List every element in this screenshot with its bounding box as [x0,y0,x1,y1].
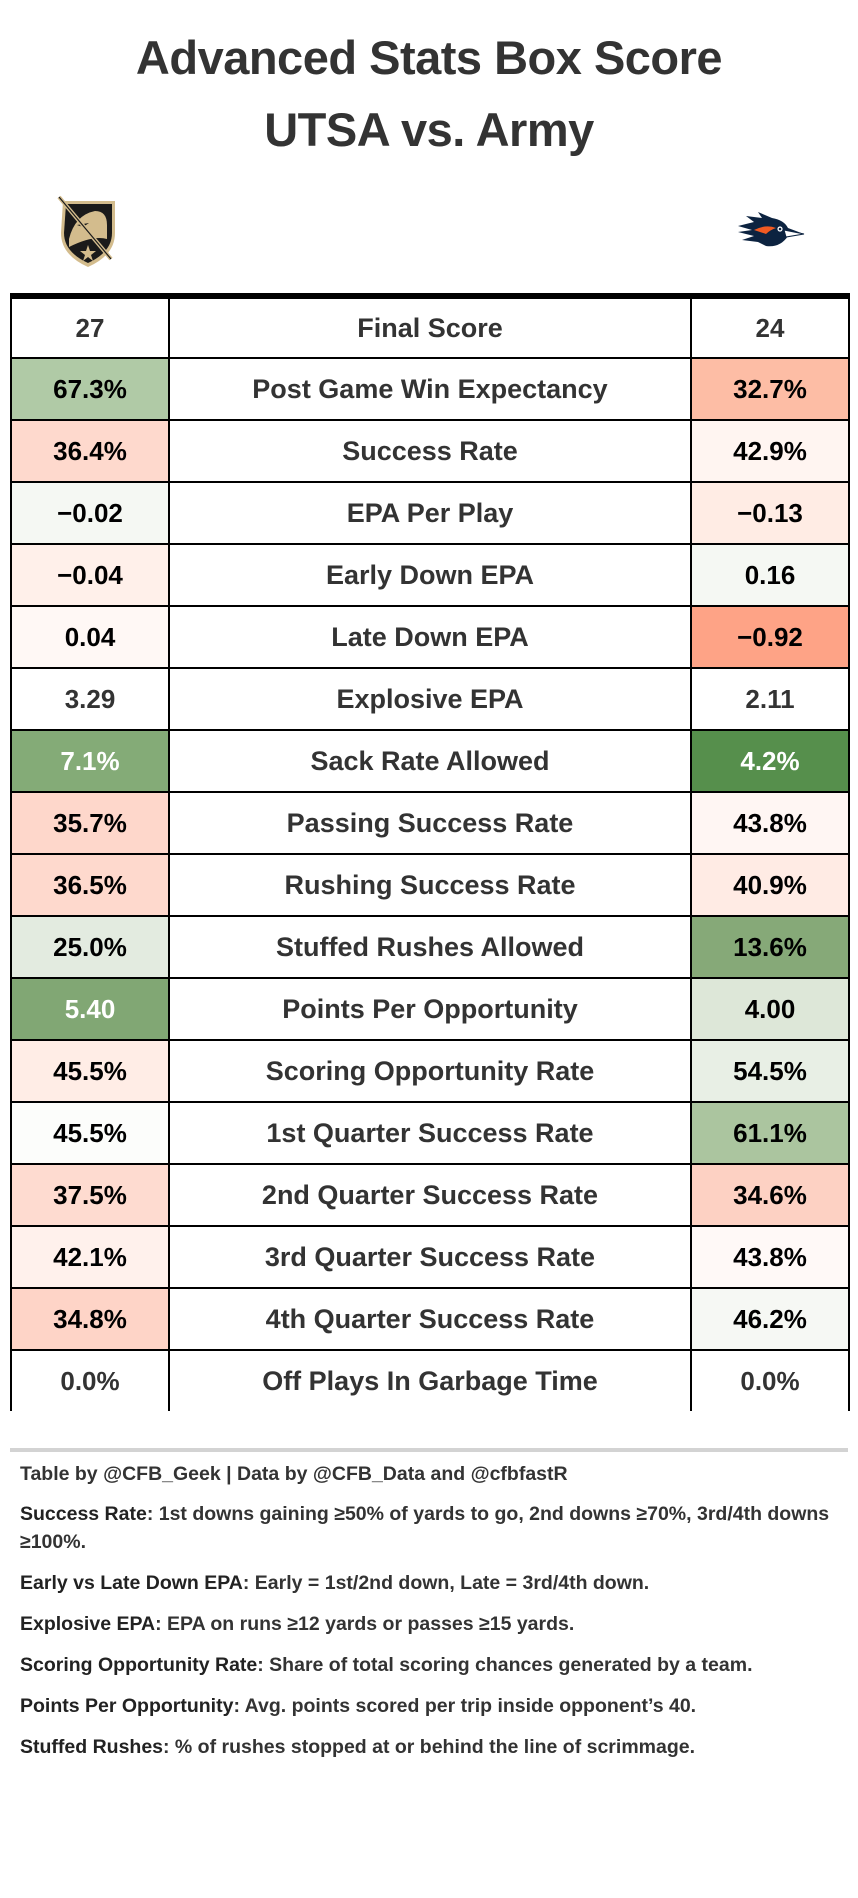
utsa-value-cell: 4.2% [690,729,850,793]
definition-note: Stuffed Rushes: % of rushes stopped at o… [20,1733,840,1761]
army-value-cell: −0.02 [10,481,170,545]
metric-label: Explosive EPA [168,667,692,731]
page-title: Advanced Stats Box Score [135,31,723,84]
table-row: 45.5% Scoring Opportunity Rate 54.5% [10,1039,850,1103]
utsa-value-cell: 2.11 [690,667,850,731]
table-row: −0.02 EPA Per Play −0.13 [10,481,850,545]
metric-label: 3rd Quarter Success Rate [168,1225,692,1289]
definition-note: Explosive EPA: EPA on runs ≥12 yards or … [20,1610,840,1638]
definition-text: : Share of total scoring chances generat… [257,1654,753,1676]
table-row: 25.0% Stuffed Rushes Allowed 13.6% [10,915,850,979]
army-value-cell: 45.5% [10,1039,170,1103]
table-row: 0.04 Late Down EPA −0.92 [10,605,850,669]
metric-label: Sack Rate Allowed [168,729,692,793]
army-logo-icon [57,195,115,267]
definition-term: Success Rate [20,1503,147,1525]
army-value-cell: 0.04 [10,605,170,669]
definition-note: Success Rate: 1st downs gaining ≥50% of … [20,1500,840,1556]
table-row: 3.29 Explosive EPA 2.11 [10,667,850,731]
army-value-cell: 0.0% [10,1349,170,1411]
stats-table: 27 Final Score 24 67.3% Post Game Win Expect… [10,293,850,1411]
metric-label: Off Plays In Garbage Time [168,1349,692,1411]
utsa-value-cell: 24 [690,296,850,359]
army-value-cell: 37.5% [10,1163,170,1227]
table-row: 42.1% 3rd Quarter Success Rate 43.8% [10,1225,850,1289]
table-row: 67.3% Post Game Win Expectancy 32.7% [10,357,850,421]
definition-text: : 1st downs gaining ≥50% of yards to go,… [20,1503,830,1553]
table-header-row: 27 Final Score 24 [10,296,850,359]
definition-text: : % of rushes stopped at or behind the l… [163,1736,696,1758]
metric-label: Rushing Success Rate [168,853,692,917]
definition-term: Early vs Late Down EPA [20,1572,243,1594]
definition-term: Explosive EPA [20,1613,156,1635]
metric-label: Early Down EPA [168,543,692,607]
metric-label: 2nd Quarter Success Rate [168,1163,692,1227]
utsa-value-cell: −0.13 [690,481,850,545]
utsa-value-cell: 4.00 [690,977,850,1041]
utsa-value-cell: 0.16 [690,543,850,607]
table-row: 7.1% Sack Rate Allowed 4.2% [10,729,850,793]
metric-label: Stuffed Rushes Allowed [168,915,692,979]
table-row: −0.04 Early Down EPA 0.16 [10,543,850,607]
definition-text: : Avg. points scored per trip inside opp… [233,1695,697,1717]
utsa-value-cell: 13.6% [690,915,850,979]
army-value-cell: 35.7% [10,791,170,855]
army-value-cell: 27 [10,296,170,359]
utsa-value-cell: 32.7% [690,357,850,421]
utsa-value-cell: 34.6% [690,1163,850,1227]
army-value-cell: 3.29 [10,667,170,731]
army-value-cell: 36.5% [10,853,170,917]
matchup-subtitle: UTSA vs. Army [264,103,594,156]
metric-label: Points Per Opportunity [168,977,692,1041]
definition-text: : EPA on runs ≥12 yards or passes ≥15 ya… [155,1613,575,1635]
metric-label: Scoring Opportunity Rate [168,1039,692,1103]
metric-label: Final Score [168,296,692,359]
definition-term: Scoring Opportunity Rate [20,1654,258,1676]
metric-label: Post Game Win Expectancy [168,357,692,421]
table-row: 45.5% 1st Quarter Success Rate 61.1% [10,1101,850,1165]
army-value-cell: 34.8% [10,1287,170,1351]
definition-term: Stuffed Rushes [20,1736,164,1758]
definition-text: : Early = 1st/2nd down, Late = 3rd/4th d… [242,1572,650,1594]
utsa-value-cell: 40.9% [690,853,850,917]
definition-term: Points Per Opportunity [20,1695,234,1717]
army-value-cell: 45.5% [10,1101,170,1165]
metric-label: 1st Quarter Success Rate [168,1101,692,1165]
army-value-cell: 42.1% [10,1225,170,1289]
table-row: 34.8% 4th Quarter Success Rate 46.2% [10,1287,850,1351]
table-row: 0.0% Off Plays In Garbage Time 0.0% [10,1349,850,1411]
utsa-value-cell: 0.0% [690,1349,850,1411]
utsa-value-cell: 43.8% [690,791,850,855]
metric-label: Late Down EPA [168,605,692,669]
metric-label: Passing Success Rate [168,791,692,855]
utsa-value-cell: 46.2% [690,1287,850,1351]
utsa-value-cell: 61.1% [690,1101,850,1165]
army-value-cell: 36.4% [10,419,170,483]
source-credit: Table by @CFB_Geek | Data by @CFB_Data a… [20,1463,568,1485]
table-row: 36.4% Success Rate 42.9% [10,419,850,483]
table-row: 37.5% 2nd Quarter Success Rate 34.6% [10,1163,850,1227]
utsa-value-cell: 54.5% [690,1039,850,1103]
utsa-value-cell: −0.92 [690,605,850,669]
army-value-cell: 25.0% [10,915,170,979]
table-row: 36.5% Rushing Success Rate 40.9% [10,853,850,917]
definition-note: Scoring Opportunity Rate: Share of total… [20,1651,840,1679]
definition-note: Points Per Opportunity: Avg. points scor… [20,1692,840,1720]
army-value-cell: 7.1% [10,729,170,793]
table-row: 35.7% Passing Success Rate 43.8% [10,791,850,855]
army-value-cell: 67.3% [10,357,170,421]
footer-notes: Table by @CFB_Geek | Data by @CFB_Data a… [20,1460,840,1774]
metric-label: Success Rate [168,419,692,483]
utsa-value-cell: 43.8% [690,1225,850,1289]
utsa-value-cell: 42.9% [690,419,850,483]
table-bottom-rule [10,1448,848,1452]
definition-note: Early vs Late Down EPA: Early = 1st/2nd … [20,1569,840,1597]
metric-label: EPA Per Play [168,481,692,545]
army-value-cell: 5.40 [10,977,170,1041]
metric-label: 4th Quarter Success Rate [168,1287,692,1351]
army-value-cell: −0.04 [10,543,170,607]
table-row: 5.40 Points Per Opportunity 4.00 [10,977,850,1041]
utsa-logo-icon [738,212,805,247]
